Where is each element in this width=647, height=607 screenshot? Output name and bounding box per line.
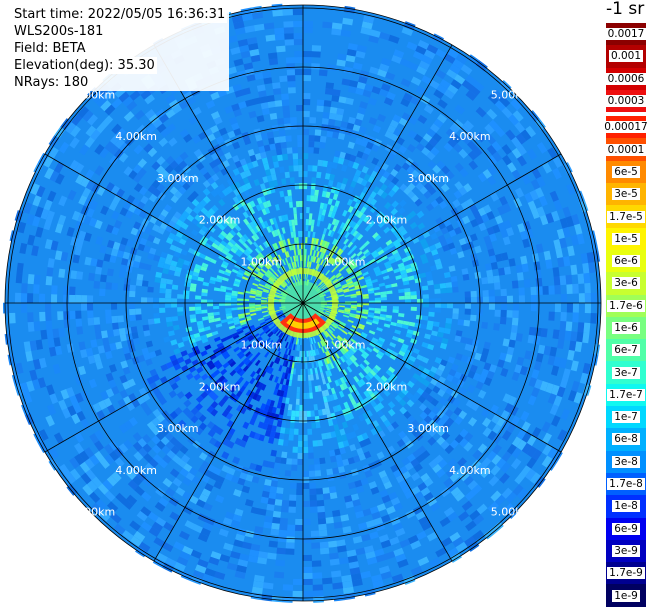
colorbar-swatch: 0.0006 bbox=[605, 67, 647, 90]
range-label: 4.00km bbox=[115, 130, 157, 143]
range-label: 3.00km bbox=[407, 172, 449, 185]
range-ring-labels: 1.00km 1.00km 1.00km 1.00km 2.00km 2.00km 2.00… bbox=[74, 88, 533, 518]
start-time-label: Start time: 2022/05/05 16:36:31 bbox=[12, 6, 228, 23]
azimuth-spoke bbox=[302, 302, 453, 562]
colorbar-tick-label: 6e-9 bbox=[612, 522, 640, 535]
colorbar-swatch: 0.0001 bbox=[605, 138, 647, 161]
range-label: 4.00km bbox=[115, 464, 157, 477]
field-label: Field: BETA bbox=[12, 40, 88, 57]
colorbar-tick-label: 1e-8 bbox=[612, 500, 640, 513]
range-label: 5.00km bbox=[74, 506, 116, 519]
azimuth-spoke bbox=[302, 302, 562, 453]
colorbar-tick-label: 0.0006 bbox=[605, 72, 647, 85]
colorbar-tick-label: 6e-5 bbox=[612, 165, 640, 178]
colorbar-tick-label: 1.7e-8 bbox=[607, 478, 645, 491]
colorbar-tick-label: 6e-8 bbox=[612, 433, 640, 446]
device-label: WLS200s-181 bbox=[12, 23, 106, 40]
colorbar-tick-label: 3e-8 bbox=[612, 455, 640, 468]
range-ring-grid bbox=[4, 4, 602, 602]
colorbar-tick-label: 1e-5 bbox=[612, 232, 640, 245]
colorbar-swatch: 6e-7 bbox=[606, 339, 646, 362]
colorbar-swatch: 3e-9 bbox=[606, 539, 646, 563]
colorbar-swatch: 1e-8 bbox=[606, 495, 646, 518]
colorbar-swatch: 0.00017 bbox=[602, 116, 647, 139]
range-label: 2.00km bbox=[366, 214, 408, 227]
colorbar-swatch: 0.001 bbox=[606, 45, 646, 68]
colorbar-tick-label: 1e-7 bbox=[612, 411, 640, 424]
scan-speckle-texture bbox=[2, 3, 601, 603]
azimuth-spoke bbox=[302, 153, 562, 304]
colorbar-swatch: 1e-6 bbox=[606, 316, 646, 340]
colorbar-swatch: 0.0017 bbox=[605, 23, 647, 46]
colorbar-tick-label: 3e-7 bbox=[612, 366, 640, 379]
range-label: 1.00km bbox=[240, 255, 282, 268]
azimuth-spoke bbox=[302, 44, 453, 304]
colorbar-swatch: 6e-9 bbox=[606, 517, 646, 540]
colorbar-swatch: 1e-9 bbox=[606, 584, 646, 607]
range-label: 5.00km bbox=[491, 506, 533, 519]
colorbar-swatch: 3e-8 bbox=[606, 450, 646, 473]
colorbar-swatch: 1.7e-5 bbox=[606, 205, 646, 228]
colorbar-tick-label: 3e-9 bbox=[612, 544, 640, 557]
colorbar-tick-label: 1e-9 bbox=[612, 589, 640, 602]
colorbar-swatch: 6e-8 bbox=[606, 428, 646, 451]
colorbar-swatch: 3e-5 bbox=[606, 183, 646, 206]
colorbar-tick-label: 0.0017 bbox=[605, 28, 647, 41]
colorbar-swatch: 3e-6 bbox=[606, 272, 646, 295]
range-label: 3.00km bbox=[157, 422, 199, 435]
ppi-scan-plot: 1.00km 1.00km 1.00km 1.00km 2.00km 2.00km 2.00… bbox=[2, 3, 602, 603]
azimuth-spoke bbox=[44, 302, 304, 453]
colorbar-tick-label: 6e-7 bbox=[612, 344, 640, 357]
range-label: 2.00km bbox=[366, 380, 408, 393]
colorbar-swatch: 3e-7 bbox=[606, 361, 646, 384]
colorbar-swatch: 1e-7 bbox=[606, 406, 646, 429]
colorbar-tick-label: 3e-5 bbox=[612, 188, 640, 201]
colorbar-swatch: 1.7e-6 bbox=[606, 294, 646, 317]
colorbar-tick-label: 0.001 bbox=[608, 50, 644, 63]
range-label: 1.00km bbox=[240, 339, 282, 352]
colorbar-tick-label: 1.7e-6 bbox=[607, 299, 645, 312]
colorbar-tick-label: 6e-6 bbox=[612, 255, 640, 268]
colorbar-swatch: 1.7e-8 bbox=[606, 472, 646, 496]
colorbar: 0.0017 0.001 0.0006 0.0003 0.00017 0.0001 6e-5… bbox=[602, 23, 647, 607]
azimuth-spoke bbox=[153, 302, 304, 562]
colorbar-unit-label: -1 sr bbox=[606, 0, 645, 19]
colorbar-swatch: 6e-6 bbox=[606, 249, 646, 273]
nrays-label: NRays: 180 bbox=[12, 74, 91, 91]
colorbar-tick-label: 3e-6 bbox=[612, 277, 640, 290]
colorbar-swatch: 1.7e-9 bbox=[606, 562, 646, 585]
range-label: 2.00km bbox=[199, 214, 241, 227]
range-label: 2.00km bbox=[199, 380, 241, 393]
range-label: 1.00km bbox=[324, 255, 366, 268]
range-label: 5.00km bbox=[491, 88, 533, 101]
scan-info-panel: Start time: 2022/05/05 16:36:31 WLS200s-… bbox=[10, 6, 230, 91]
range-label: 1.00km bbox=[324, 339, 366, 352]
colorbar-tick-label: 0.00017 bbox=[602, 121, 647, 134]
range-label: 3.00km bbox=[157, 172, 199, 185]
range-label: 4.00km bbox=[449, 130, 491, 143]
colorbar-tick-label: 1e-6 bbox=[612, 322, 640, 334]
colorbar-swatch: 0.0003 bbox=[605, 89, 647, 113]
colorbar-tick-label: 1.7e-7 bbox=[607, 388, 645, 401]
elevation-label: Elevation(deg): 35.30 bbox=[12, 57, 157, 74]
azimuth-spoke bbox=[44, 153, 304, 304]
colorbar-tick-label: 1.7e-9 bbox=[607, 567, 645, 580]
colorbar-tick-label: 1.7e-5 bbox=[607, 210, 645, 223]
range-label: 5.00km bbox=[74, 88, 116, 101]
colorbar-tick-label: 0.0003 bbox=[605, 95, 647, 108]
range-label: 4.00km bbox=[449, 464, 491, 477]
range-label: 3.00km bbox=[407, 422, 449, 435]
colorbar-swatch: 1e-5 bbox=[606, 227, 646, 250]
colorbar-tick-label: 0.0001 bbox=[605, 143, 647, 156]
colorbar-swatch: 6e-5 bbox=[606, 160, 646, 184]
colorbar-swatch: 1.7e-7 bbox=[606, 383, 646, 407]
